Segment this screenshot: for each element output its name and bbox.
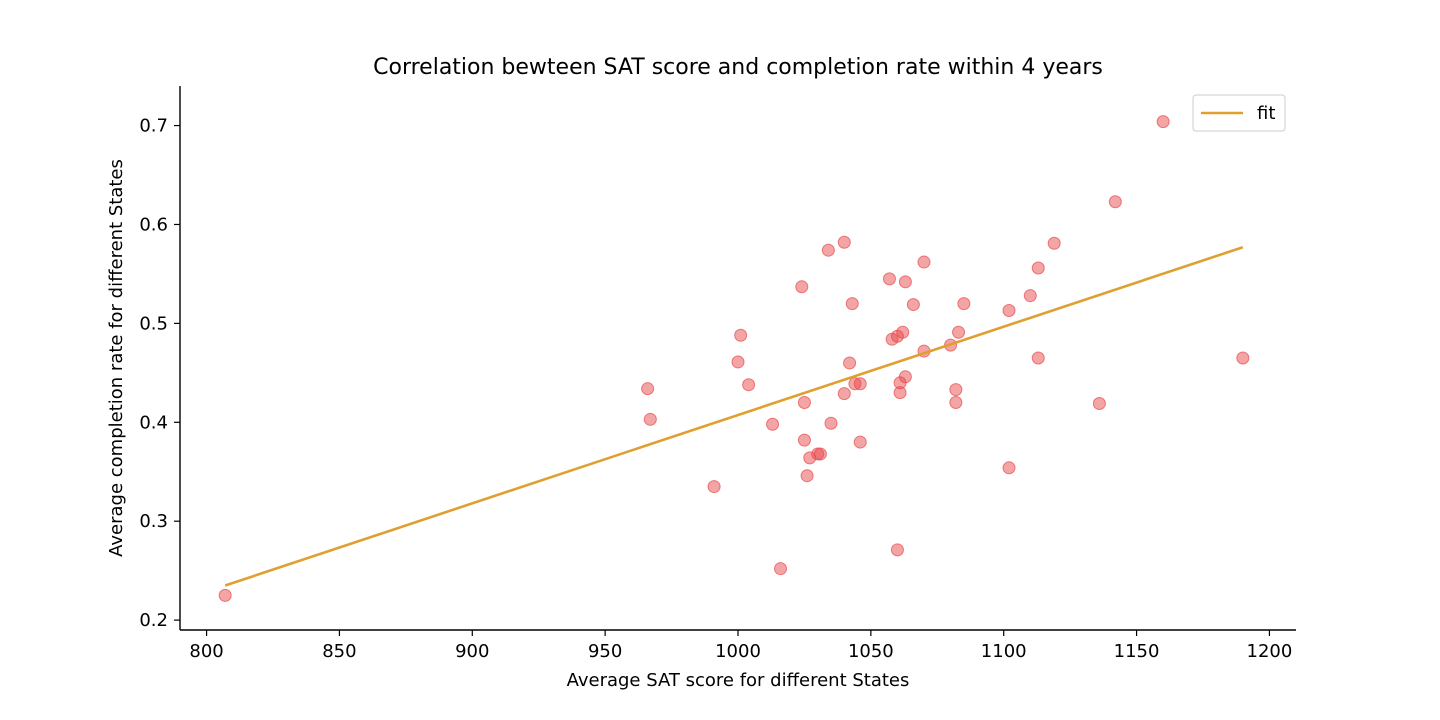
scatter-point: [1108, 195, 1122, 209]
x-tick-label: 900: [455, 641, 489, 662]
points-layer: [218, 115, 1250, 602]
scatter-point: [957, 297, 971, 311]
scatter-point: [898, 275, 912, 289]
scatter-point: [821, 243, 835, 257]
scatter-point: [1023, 289, 1037, 303]
chart-title: Correlation bewteen SAT score and comple…: [373, 55, 1103, 80]
scatter-point: [1031, 351, 1045, 365]
x-tick-label: 850: [322, 641, 356, 662]
scatter-point: [952, 325, 966, 339]
scatter-point: [853, 435, 867, 449]
x-axis-label: Average SAT score for different States: [567, 670, 910, 691]
scatter-point: [800, 469, 814, 483]
scatter-point: [824, 416, 838, 430]
y-tick-label: 0.7: [139, 116, 168, 137]
scatter-point: [218, 588, 232, 602]
scatter-point: [766, 417, 780, 431]
scatter-point: [853, 377, 867, 391]
y-axis-label: Average completion rate for different St…: [106, 159, 127, 557]
x-tick-label: 1150: [1114, 641, 1160, 662]
scatter-point: [882, 272, 896, 286]
scatter-point: [893, 386, 907, 400]
scatter-point: [843, 356, 857, 370]
y-tick-label: 0.2: [139, 610, 168, 631]
scatter-point: [917, 255, 931, 269]
legend-fit-label: fit: [1257, 103, 1275, 124]
y-tick-label: 0.4: [139, 412, 168, 433]
scatter-point: [1236, 351, 1250, 365]
scatter-point: [1092, 396, 1106, 410]
scatter-point: [1031, 261, 1045, 275]
fit-line: [224, 245, 1244, 587]
scatter-point: [949, 396, 963, 410]
x-tick-label: 950: [588, 641, 622, 662]
scatter-point: [641, 382, 655, 396]
x-tick-label: 1200: [1247, 641, 1293, 662]
fit-layer: [224, 245, 1244, 587]
scatter-point: [795, 280, 809, 294]
scatter-point: [731, 355, 745, 369]
x-tick-label: 1100: [981, 641, 1027, 662]
scatter-point: [813, 447, 827, 461]
scatter-point: [906, 298, 920, 312]
legend: fit: [1192, 94, 1286, 132]
x-tick-label: 800: [189, 641, 223, 662]
scatter-point: [643, 412, 657, 426]
x-tick-label: 1050: [848, 641, 894, 662]
scatter-point: [734, 328, 748, 342]
scatter-point: [1002, 461, 1016, 475]
y-tick-label: 0.5: [139, 313, 168, 334]
y-tick-label: 0.6: [139, 214, 168, 235]
scatter-point: [774, 562, 788, 576]
ticks: 800 850 900 950 1000 1050 1100 1150 1200 0.2 0.3 0.…: [139, 116, 1292, 662]
scatter-point: [949, 383, 963, 397]
scatter-point: [797, 396, 811, 410]
scatter-point: [797, 433, 811, 447]
scatter-point: [896, 325, 910, 339]
scatter-point: [1156, 115, 1170, 129]
y-tick-label: 0.3: [139, 511, 168, 532]
scatter-point: [837, 387, 851, 401]
scatter-point: [837, 235, 851, 249]
scatter-point: [742, 378, 756, 392]
scatter-point: [707, 480, 721, 494]
scatter-point: [890, 543, 904, 557]
scatter-point: [898, 370, 912, 384]
scatter-point: [1002, 304, 1016, 318]
scatter-point: [1047, 236, 1061, 250]
scatter-point: [845, 297, 859, 311]
x-tick-label: 1000: [715, 641, 761, 662]
